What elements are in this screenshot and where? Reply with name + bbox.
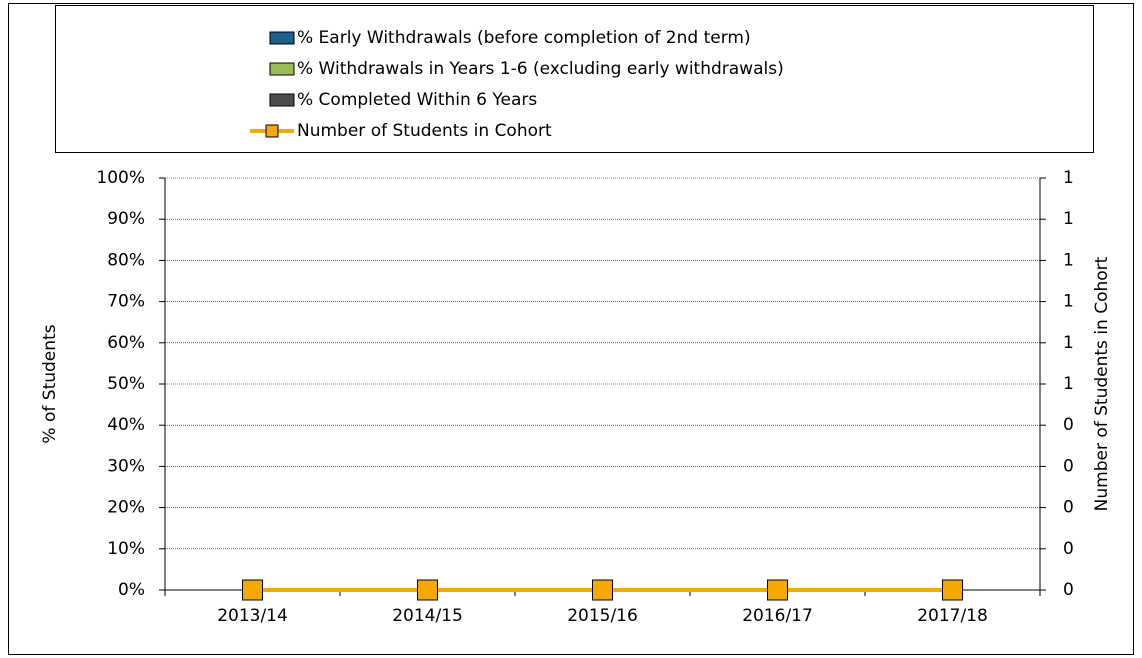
x-tick-label: 2016/17 bbox=[742, 606, 813, 626]
y2-tick-label: 1 bbox=[1063, 333, 1074, 353]
y-tick-label: 40% bbox=[107, 415, 145, 435]
y2-tick-label: 1 bbox=[1063, 168, 1074, 188]
y2-tick-label: 0 bbox=[1063, 498, 1074, 518]
y-tick-label: 30% bbox=[107, 456, 145, 476]
y2-tick-label: 0 bbox=[1063, 415, 1074, 435]
x-tick-label: 2014/15 bbox=[392, 606, 463, 626]
y2-tick-label: 0 bbox=[1063, 456, 1074, 476]
y-axis-title: % of Students bbox=[40, 324, 60, 443]
y2-axis-title: Number of Students in Cohort bbox=[1092, 256, 1112, 511]
x-tick-label: 2013/14 bbox=[217, 606, 288, 626]
y-tick-label: 0% bbox=[118, 580, 145, 600]
line-marker bbox=[592, 579, 613, 601]
line-marker bbox=[942, 579, 963, 601]
legend-swatch bbox=[269, 31, 295, 45]
line-marker bbox=[242, 579, 263, 601]
legend-swatch bbox=[269, 62, 295, 76]
y2-tick-label: 1 bbox=[1063, 374, 1074, 394]
y2-tick-label: 1 bbox=[1063, 250, 1074, 270]
legend-label: % Withdrawals in Years 1-6 (excluding ea… bbox=[297, 59, 784, 79]
y-tick-label: 90% bbox=[107, 209, 145, 229]
legend-label: Number of Students in Cohort bbox=[297, 121, 552, 141]
legend-marker bbox=[265, 124, 279, 138]
legend-label: % Completed Within 6 Years bbox=[297, 90, 537, 110]
y2-tick-label: 1 bbox=[1063, 209, 1074, 229]
y-tick-label: 70% bbox=[107, 292, 145, 312]
legend-label: % Early Withdrawals (before completion o… bbox=[297, 28, 751, 48]
y-tick-label: 50% bbox=[107, 374, 145, 394]
y-tick-label: 100% bbox=[96, 168, 145, 188]
x-tick-label: 2017/18 bbox=[917, 606, 988, 626]
legend-box bbox=[55, 5, 1094, 153]
line-marker bbox=[417, 579, 438, 601]
line-marker bbox=[767, 579, 788, 601]
y-tick-label: 80% bbox=[107, 250, 145, 270]
y-tick-label: 20% bbox=[107, 498, 145, 518]
y2-tick-label: 0 bbox=[1063, 539, 1074, 559]
x-tick-label: 2015/16 bbox=[567, 606, 638, 626]
y2-tick-label: 0 bbox=[1063, 580, 1074, 600]
y-tick-label: 10% bbox=[107, 539, 145, 559]
y2-tick-label: 1 bbox=[1063, 292, 1074, 312]
y-tick-label: 60% bbox=[107, 333, 145, 353]
legend-swatch bbox=[269, 93, 295, 107]
